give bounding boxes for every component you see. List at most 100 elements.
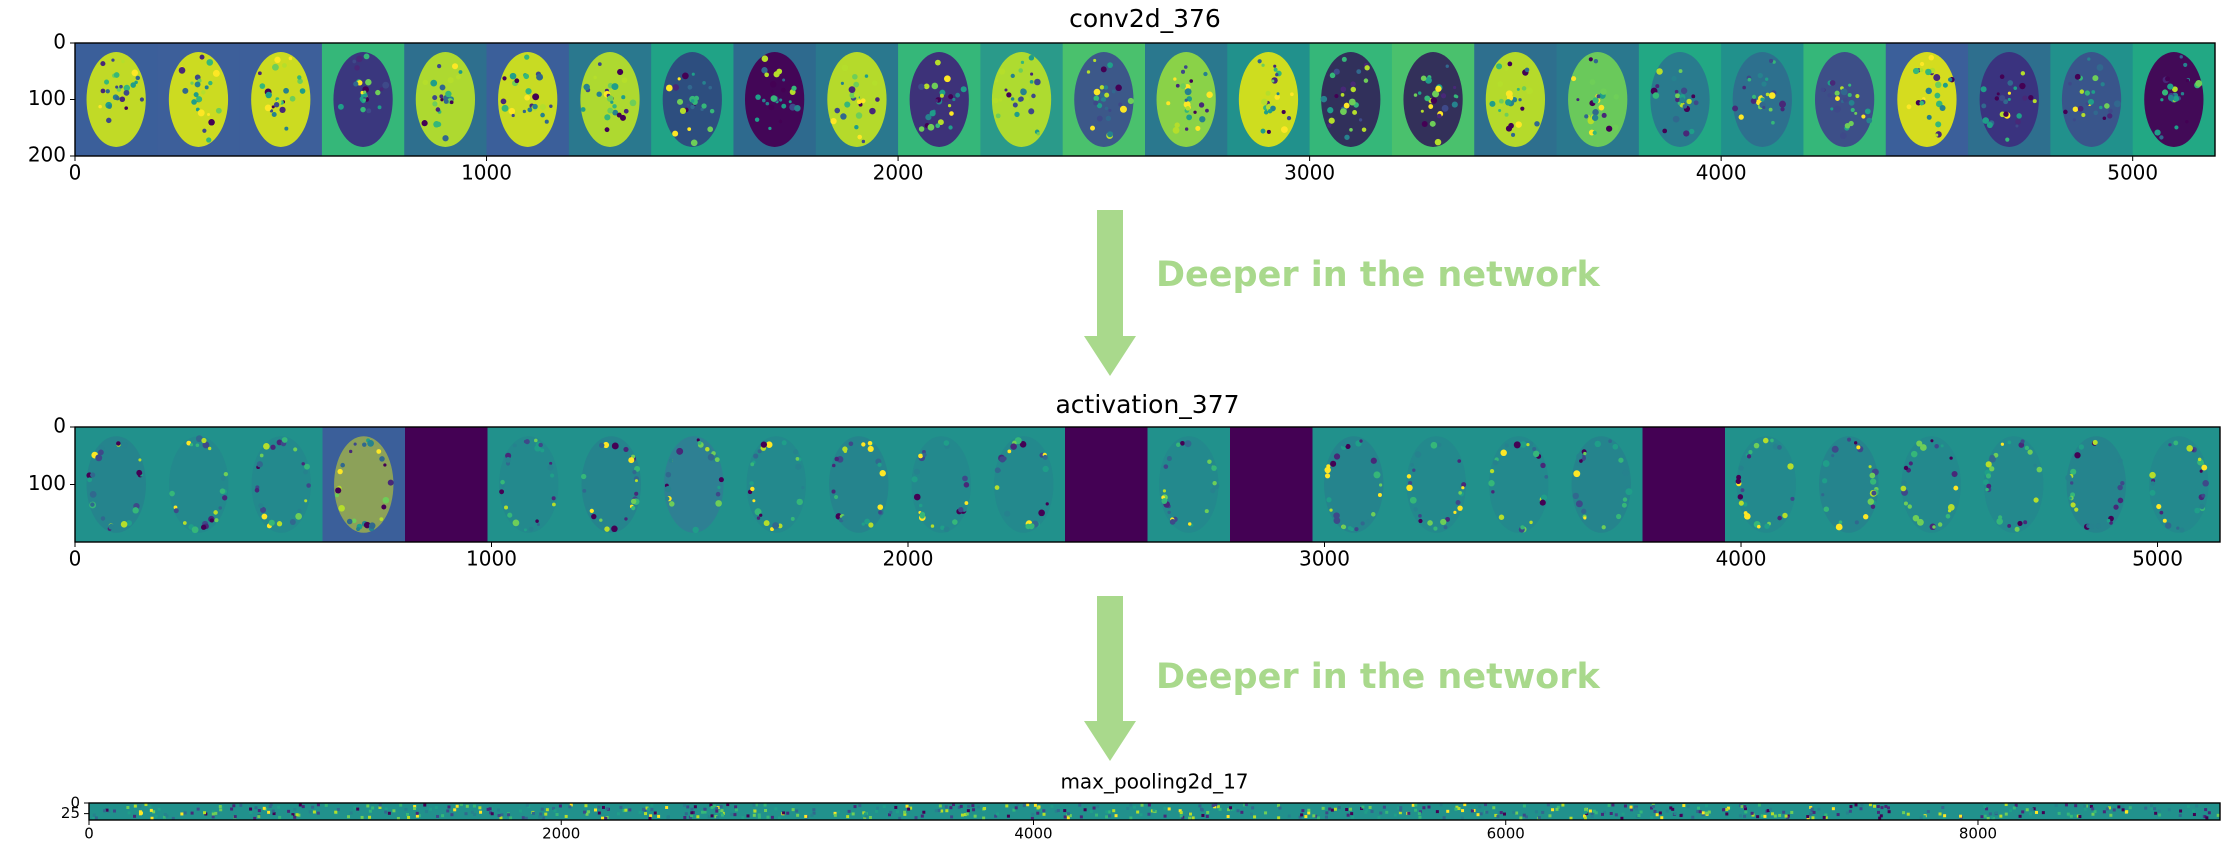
texture <box>2106 807 2109 810</box>
brain-slice <box>499 436 558 533</box>
texture <box>380 87 384 91</box>
texture <box>877 463 881 467</box>
texture <box>502 105 509 112</box>
texture <box>1919 101 1924 106</box>
texture <box>2108 109 2113 114</box>
texture <box>1927 115 1932 120</box>
texture <box>510 73 517 80</box>
texture <box>830 118 836 124</box>
texture <box>932 83 939 90</box>
texture <box>1694 100 1699 105</box>
texture <box>2013 86 2017 90</box>
texture <box>1523 804 1526 807</box>
texture <box>536 74 543 81</box>
texture <box>1491 490 1494 493</box>
texture <box>834 495 838 499</box>
texture <box>445 91 451 97</box>
texture <box>2113 808 2116 811</box>
arrow-label: Deeper in the network <box>1156 255 1600 295</box>
texture <box>1847 438 1851 442</box>
texture <box>437 64 441 68</box>
texture <box>260 454 264 458</box>
texture <box>691 99 695 103</box>
texture <box>1273 65 1276 68</box>
texture <box>964 482 970 488</box>
texture <box>594 808 597 811</box>
texture <box>949 111 954 116</box>
texture <box>239 804 242 807</box>
texture <box>453 808 456 811</box>
texture <box>1681 88 1687 94</box>
texture <box>1760 98 1764 102</box>
texture <box>1408 481 1412 485</box>
texture <box>1267 130 1271 134</box>
texture <box>1679 69 1683 73</box>
texture <box>1364 65 1369 70</box>
texture <box>666 85 673 92</box>
texture <box>1630 806 1633 809</box>
texture <box>703 808 706 811</box>
texture <box>1983 805 1986 808</box>
texture <box>423 80 429 86</box>
texture <box>2093 440 2098 445</box>
texture <box>1761 814 1764 817</box>
texture <box>1650 816 1653 819</box>
texture <box>407 816 410 819</box>
texture <box>1830 80 1836 86</box>
texture <box>764 804 767 807</box>
texture <box>1887 806 1890 809</box>
texture <box>423 804 426 807</box>
texture <box>1456 500 1461 505</box>
texture <box>121 60 124 63</box>
texture <box>255 806 258 809</box>
texture <box>730 813 733 816</box>
texture <box>1708 811 1711 814</box>
texture <box>907 808 910 811</box>
texture <box>1454 94 1457 97</box>
texture <box>1140 813 1143 816</box>
texture <box>922 811 925 814</box>
texture <box>1751 812 1754 815</box>
texture <box>349 450 352 453</box>
texture <box>554 809 557 812</box>
texture <box>1592 109 1598 115</box>
texture <box>1984 815 1987 818</box>
texture <box>2070 815 2073 818</box>
texture <box>1361 521 1365 525</box>
texture <box>1004 511 1010 517</box>
texture <box>537 523 540 526</box>
texture <box>1185 440 1192 447</box>
texture <box>1227 815 1230 818</box>
texture <box>1989 812 1992 815</box>
texture <box>523 110 526 113</box>
texture <box>1686 99 1691 104</box>
feature-map-strip <box>89 803 2220 820</box>
texture <box>1535 810 1538 813</box>
texture <box>101 89 106 94</box>
texture <box>1911 451 1917 457</box>
texture <box>2217 814 2220 817</box>
texture <box>2092 75 2098 81</box>
texture <box>1843 98 1848 103</box>
texture <box>504 506 508 510</box>
texture <box>1666 810 1669 813</box>
texture <box>501 99 507 105</box>
texture <box>1275 73 1278 76</box>
texture <box>920 512 925 517</box>
texture <box>750 462 754 466</box>
texture <box>352 519 357 524</box>
texture <box>210 518 214 522</box>
texture <box>1237 809 1240 812</box>
texture <box>1141 804 1144 807</box>
texture <box>1590 79 1596 85</box>
texture <box>272 112 277 117</box>
texture <box>1505 113 1509 117</box>
texture <box>115 86 118 89</box>
texture <box>682 72 689 79</box>
texture <box>1770 439 1774 443</box>
texture <box>1948 509 1951 512</box>
texture <box>1422 121 1428 127</box>
feature-tile <box>1230 427 1313 542</box>
texture <box>440 98 443 101</box>
texture <box>205 85 209 89</box>
